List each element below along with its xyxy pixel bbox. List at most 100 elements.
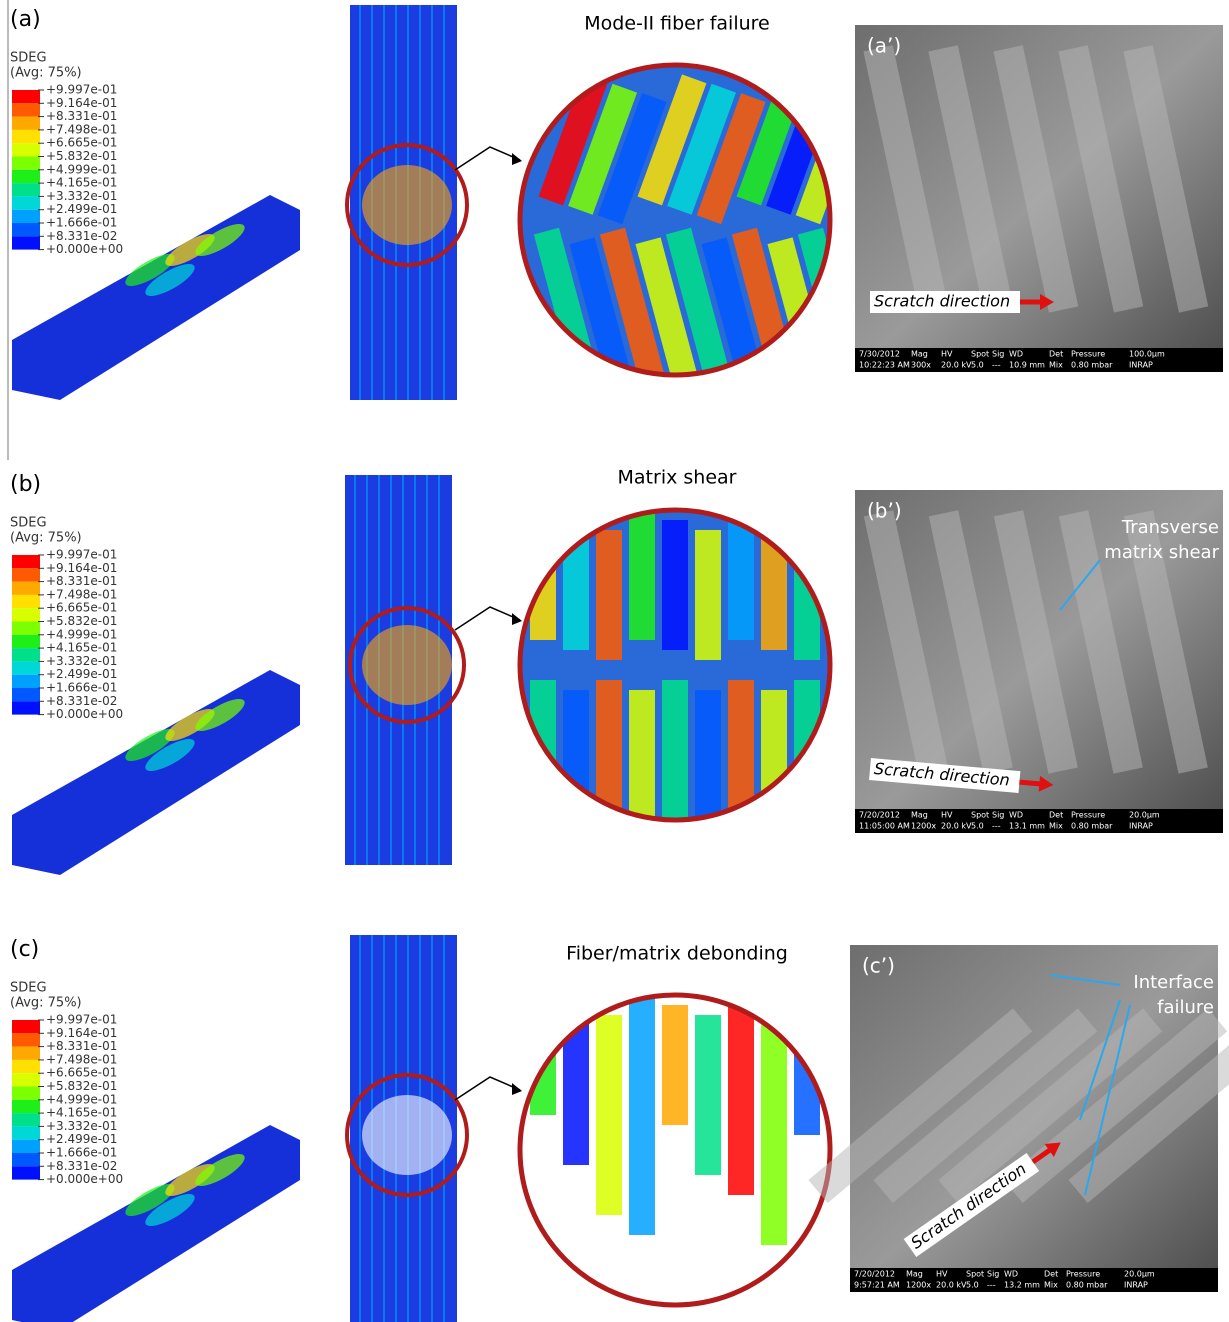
legend-level: +5.832e-01: [46, 614, 117, 628]
info-text: Spot: [966, 1270, 984, 1279]
info-text: INRAP: [1124, 1281, 1148, 1290]
legend-level: +4.165e-01: [46, 1106, 117, 1120]
fiber-piece: [695, 1015, 721, 1175]
legend-subtitle: (Avg: 75%): [10, 66, 82, 81]
fiber-piece: [596, 530, 622, 660]
zoom-content: [520, 65, 865, 389]
legend-swatch: [12, 661, 40, 674]
legend-swatch: [12, 223, 40, 236]
info-text: Mix: [1044, 1281, 1058, 1290]
info-text: 0.80 mbar: [1066, 1281, 1108, 1290]
legend-level: +5.832e-01: [46, 149, 117, 163]
info-text: 20.0 kV: [941, 822, 972, 831]
fiber-piece: [794, 680, 820, 830]
info-text: 20.0µm: [1124, 1270, 1155, 1279]
zoom-arrow: [455, 607, 520, 630]
legend-level: +9.164e-01: [46, 561, 117, 575]
panel-label: (c): [10, 937, 39, 962]
legend-level: +8.331e-02: [46, 229, 117, 243]
zoom-content: [520, 510, 830, 840]
legend-swatch: [12, 1047, 40, 1060]
legend-swatch: [12, 103, 40, 116]
legend-swatch: [12, 130, 40, 143]
info-text: Spot: [971, 811, 989, 820]
legend-swatch: [12, 183, 40, 196]
legend-subtitle: (Avg: 75%): [10, 996, 82, 1011]
legend-swatch: [12, 582, 40, 595]
info-text: Spot: [971, 350, 989, 359]
legend-level: +6.665e-01: [46, 136, 117, 150]
fiber-piece: [695, 530, 721, 660]
info-text: HV: [936, 1270, 948, 1279]
info-text: 1200x: [911, 822, 936, 831]
legend-swatch: [12, 1020, 40, 1033]
info-text: WD: [1004, 1270, 1018, 1279]
legend-level: +1.666e-01: [46, 1146, 117, 1160]
scratch-text: Scratch direction: [874, 292, 1010, 311]
sem-note: Transverse: [1121, 517, 1219, 538]
legend-swatch: [12, 1140, 40, 1153]
info-text: Mag: [906, 1270, 923, 1279]
legend-level: +4.999e-01: [46, 627, 117, 641]
info-text: 9:57:21 AM: [854, 1281, 900, 1290]
legend-level: +6.665e-01: [46, 1066, 117, 1080]
legend-level: +7.498e-01: [46, 122, 117, 136]
info-text: Pressure: [1071, 350, 1105, 359]
legend-level: +8.331e-02: [46, 1159, 117, 1173]
info-text: 7/20/2012: [854, 1270, 895, 1279]
legend-level: +4.165e-01: [46, 176, 117, 190]
legend-level: +2.499e-01: [46, 202, 117, 216]
info-text: 20.0 kV: [936, 1281, 967, 1290]
zoom-caption: Matrix shear: [618, 467, 737, 489]
info-text: 5.0: [971, 361, 984, 370]
fiber-piece: [794, 530, 820, 660]
legend-level: +4.999e-01: [46, 1092, 117, 1106]
legend-swatch: [12, 143, 40, 156]
info-text: HV: [941, 811, 953, 820]
legend-swatch: [12, 635, 40, 648]
sem-note: failure: [1157, 997, 1214, 1018]
legend-swatch: [12, 1060, 40, 1073]
row: (b)SDEG(Avg: 75%)+9.997e-01+9.164e-01+8.…: [10, 467, 1223, 876]
legend-level: +1.666e-01: [46, 216, 117, 230]
legend-swatch: [12, 555, 40, 568]
legend-level: +0.000e+00: [46, 242, 123, 256]
info-text: Pressure: [1071, 811, 1105, 820]
fiber-piece: [761, 690, 787, 840]
legend-level: +9.164e-01: [46, 96, 117, 110]
panel-label: (a): [10, 7, 41, 32]
legend-swatch: [12, 117, 40, 130]
scratch-arrow: [1019, 782, 1041, 784]
legend-swatch: [12, 1166, 40, 1179]
figure: (a)SDEG(Avg: 75%)+9.997e-01+9.164e-01+8.…: [0, 0, 1229, 1322]
legend-swatch: [12, 1087, 40, 1100]
legend-swatch: [12, 675, 40, 688]
row: (a)SDEG(Avg: 75%)+9.997e-01+9.164e-01+8.…: [10, 5, 1223, 400]
info-text: 7/30/2012: [859, 350, 900, 359]
legend-level: +8.331e-01: [46, 109, 117, 123]
legend-swatch: [12, 688, 40, 701]
legend-level: +5.832e-01: [46, 1079, 117, 1093]
arrow-head: [512, 613, 522, 625]
legend-swatch: [12, 568, 40, 581]
legend-level: +9.997e-01: [46, 83, 117, 97]
info-text: ---: [987, 1281, 996, 1290]
info-text: 11:05:00 AM: [859, 822, 910, 831]
legend-swatch: [12, 1153, 40, 1166]
info-text: 10:22:23 AM: [859, 361, 910, 370]
legend-swatch: [12, 622, 40, 635]
info-text: Det: [1049, 811, 1063, 820]
legend-level: +8.331e-01: [46, 574, 117, 588]
zoom-caption: Fiber/matrix debonding: [566, 943, 788, 965]
legend-swatch: [12, 210, 40, 223]
legend-swatch: [12, 170, 40, 183]
fiber-piece: [629, 510, 655, 640]
legend-title: SDEG: [10, 516, 47, 531]
info-text: 5.0: [971, 822, 984, 831]
fiber-piece: [662, 1005, 688, 1125]
fiber-piece: [563, 690, 589, 840]
legend-swatch: [12, 648, 40, 661]
fiber-piece: [662, 680, 688, 830]
legend-subtitle: (Avg: 75%): [10, 531, 82, 546]
panel-label: (b): [10, 472, 41, 497]
